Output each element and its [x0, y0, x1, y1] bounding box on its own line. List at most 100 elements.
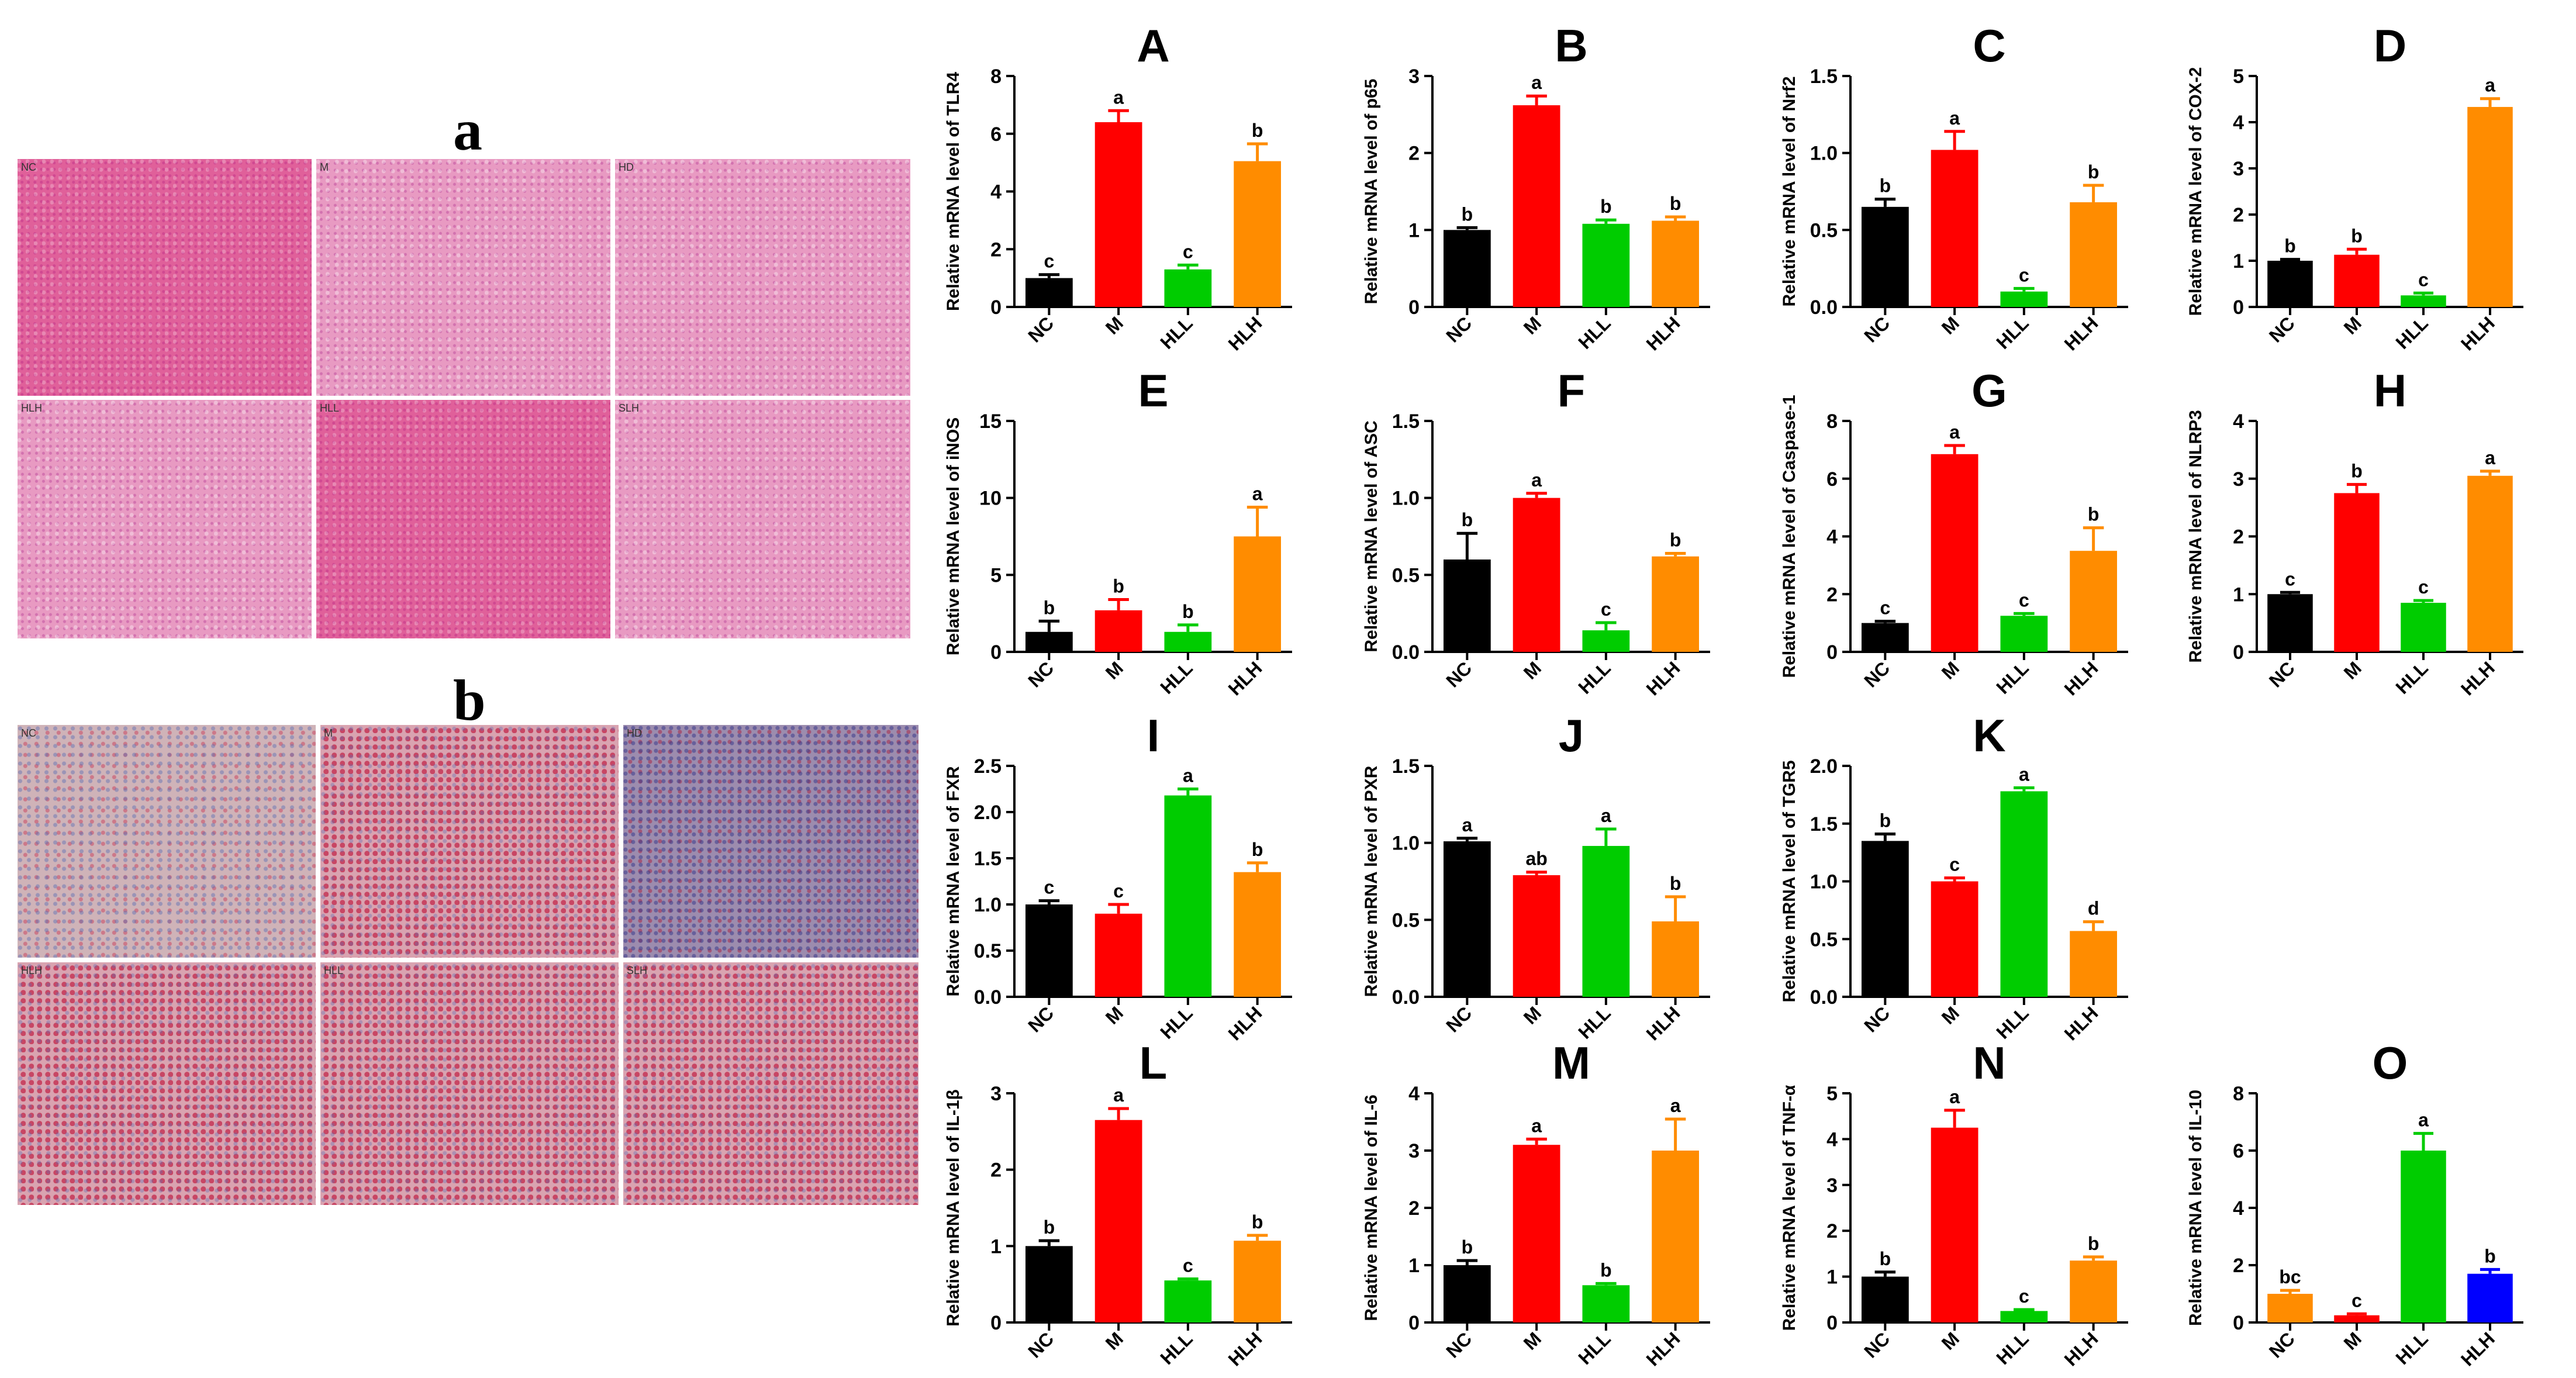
significance-label: b — [2088, 161, 2100, 182]
x-tick-label: HLH — [1642, 1328, 1684, 1370]
significance-label: c — [2285, 568, 2295, 589]
bar — [2070, 551, 2117, 652]
x-tick-label: HLL — [1156, 312, 1196, 353]
x-tick-label: NC — [2265, 657, 2299, 691]
panel-letter: I — [1147, 710, 1160, 761]
significance-label: a — [1462, 814, 1472, 835]
x-tick-label: NC — [1442, 657, 1476, 691]
panel-letter: H — [2374, 365, 2406, 416]
y-tick-label: 2 — [1826, 1220, 1838, 1242]
bar — [1444, 230, 1491, 307]
significance-label: a — [1113, 1085, 1124, 1106]
panel-letter: O — [2373, 1037, 2408, 1089]
y-tick-label: 0 — [2233, 296, 2244, 319]
y-tick-label: 0 — [1408, 1312, 1420, 1334]
significance-label: b — [1044, 597, 1055, 618]
bar — [1513, 498, 1560, 652]
y-tick-label: 0.0 — [974, 986, 1002, 1009]
panel-letter: C — [1973, 20, 2005, 71]
significance-label: a — [1113, 87, 1124, 108]
significance-label: c — [2418, 269, 2429, 290]
significance-label: c — [2019, 264, 2029, 285]
x-tick-label: NC — [1024, 1328, 1058, 1362]
significance-label: b — [2484, 1245, 2496, 1266]
x-tick-label: NC — [2265, 312, 2299, 346]
y-tick-label: 2 — [1826, 583, 1838, 606]
x-tick-label: HLH — [1224, 312, 1266, 354]
x-tick-label: HLL — [2392, 657, 2432, 697]
y-tick-label: 1.0 — [1810, 143, 1838, 165]
x-tick-label: HLH — [2060, 312, 2102, 354]
bar — [2000, 791, 2048, 997]
significance-label: b — [1113, 575, 1124, 596]
bar — [2070, 931, 2117, 997]
significance-label: c — [1044, 251, 1054, 272]
bar — [1582, 630, 1630, 652]
significance-label: c — [1880, 598, 1890, 619]
y-tick-label: 2 — [2233, 204, 2244, 226]
significance-label: a — [1949, 108, 1960, 129]
y-axis-title: Relative mRNA level of ASC — [1362, 420, 1381, 652]
y-tick-label: 15 — [979, 410, 1002, 433]
significance-label: b — [1670, 529, 1681, 550]
x-tick-label: M — [1938, 657, 1963, 683]
y-axis-title: Relative mRNA level of TGR5 — [1780, 760, 1799, 1002]
y-tick-label: 0.5 — [1392, 564, 1420, 586]
y-axis-title: Relative mRNA level of TLR4 — [944, 72, 963, 311]
bar — [1652, 220, 1699, 307]
x-tick-label: HLL — [1992, 312, 2032, 353]
x-tick-label: HLL — [2392, 312, 2432, 353]
bar — [2267, 261, 2313, 307]
y-tick-label: 0 — [990, 296, 1002, 319]
micrograph-label: SLH — [627, 965, 648, 976]
significance-label: a — [1252, 483, 1263, 504]
panel-letter: B — [1555, 20, 1587, 71]
bar — [1025, 631, 1073, 652]
x-tick-label: HLL — [1574, 657, 1614, 697]
bar — [1444, 560, 1491, 652]
significance-label: ab — [1525, 848, 1547, 869]
chart-panel-O: O 0 2 4 6 8 Relative mRNA level of IL-10 bc NC cM… — [2186, 1037, 2523, 1370]
significance-label: c — [1183, 1255, 1193, 1276]
x-tick-label: M — [1520, 1328, 1545, 1353]
x-tick-label: HLH — [2457, 312, 2499, 354]
bar — [2070, 202, 2117, 307]
y-tick-label: 4 — [990, 181, 1002, 203]
bar — [1025, 1246, 1073, 1322]
micrograph-label: M — [320, 161, 329, 173]
panel-letter: E — [1138, 365, 1168, 416]
significance-label: b — [1880, 1248, 1891, 1269]
significance-label: b — [1462, 203, 1473, 225]
y-axis-title: Relative mRNA level of NLRP3 — [2186, 410, 2205, 662]
bar — [1862, 623, 1909, 652]
bar — [1025, 278, 1073, 307]
chart-panel-J: J 0.0 0.5 1.0 1.5 Relative mRNA level of PXR a… — [1362, 710, 1710, 1044]
x-tick-label: HLH — [2457, 657, 2499, 699]
significance-label: b — [1182, 601, 1194, 622]
panel-letter: F — [1558, 365, 1586, 416]
micrograph-label: HLH — [21, 965, 43, 976]
y-tick-label: 0 — [2233, 641, 2244, 664]
y-tick-label: 2.5 — [974, 755, 1002, 778]
y-tick-label: 3 — [1826, 1175, 1838, 1197]
bar — [1582, 1285, 1630, 1322]
significance-label: c — [2019, 589, 2029, 610]
significance-label: a — [1949, 1086, 1960, 1107]
bar — [2401, 603, 2446, 652]
x-tick-label: HLH — [1224, 657, 1266, 699]
y-axis-title: Relative mRNA level of p65 — [1362, 79, 1381, 305]
significance-label: c — [1044, 877, 1054, 898]
y-tick-label: 1 — [2233, 583, 2244, 606]
significance-label: a — [1531, 1115, 1542, 1136]
bar — [2267, 1294, 2313, 1322]
micrograph-label: NC — [21, 161, 36, 173]
x-tick-label: NC — [1024, 657, 1058, 691]
micrograph-ihc-5: HLL — [320, 962, 619, 1205]
significance-label: b — [2088, 1233, 2100, 1254]
chart-panel-E: E 0 5 10 15 Relative mRNA level of iNOS b NC b Mb… — [944, 365, 1292, 699]
bar — [2000, 291, 2048, 307]
y-tick-label: 1.5 — [1392, 410, 1420, 433]
significance-label: b — [2351, 225, 2363, 246]
bar — [1094, 1120, 1142, 1322]
micrograph-label: HLH — [21, 402, 43, 414]
